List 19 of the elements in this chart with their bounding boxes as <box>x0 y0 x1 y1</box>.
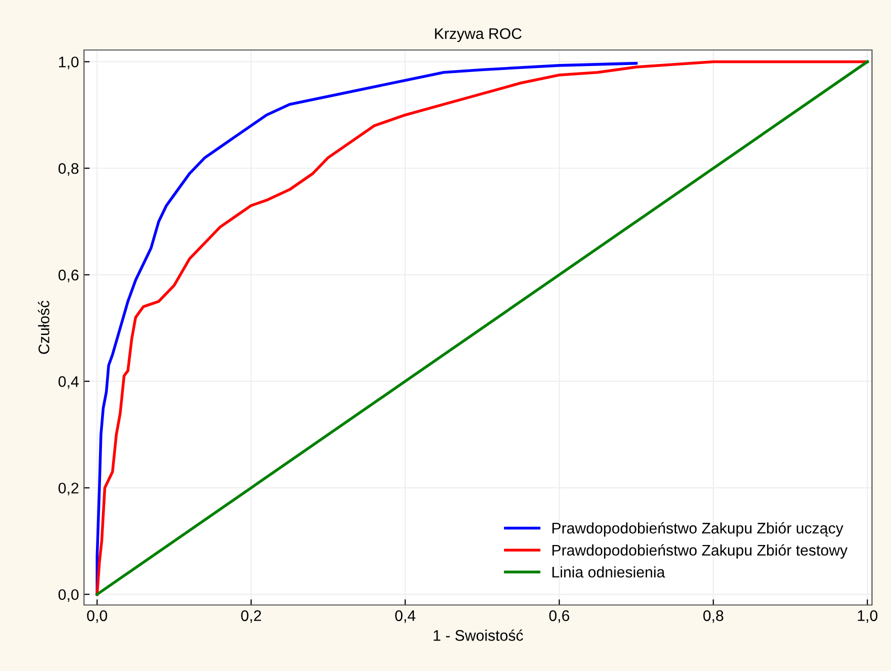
y-tick-label: 0,8 <box>58 163 78 176</box>
y-axis-title: Czułość <box>38 300 50 354</box>
x-tick-label: 0,0 <box>87 610 108 623</box>
x-tick-label: 0,8 <box>703 610 724 623</box>
legend-label: Prawdopodobieństwo Zakupu Zbiór uczący <box>552 522 844 537</box>
x-tick-label: 1,0 <box>858 610 878 623</box>
x-tick-label: 0,2 <box>241 610 262 623</box>
chart-title: Krzywa ROC <box>435 28 522 42</box>
y-tick-label: 0,2 <box>58 482 78 496</box>
y-tick-label: 1,0 <box>59 56 79 70</box>
line-series <box>96 60 869 596</box>
y-tick-label: 0,0 <box>58 589 79 602</box>
x-tick-label: 0,4 <box>395 610 416 623</box>
x-tick-label: 0,6 <box>549 610 570 623</box>
y-tick-label: 0,4 <box>58 376 79 389</box>
legend-label: Prawdopodobieństwo Zakupu Zbiór testowy <box>552 544 848 559</box>
y-tick-label: 0,6 <box>58 270 78 282</box>
x-axis-title: 1 - Swoistość <box>434 629 524 641</box>
legend-label: Linia odniesienia <box>552 566 666 578</box>
